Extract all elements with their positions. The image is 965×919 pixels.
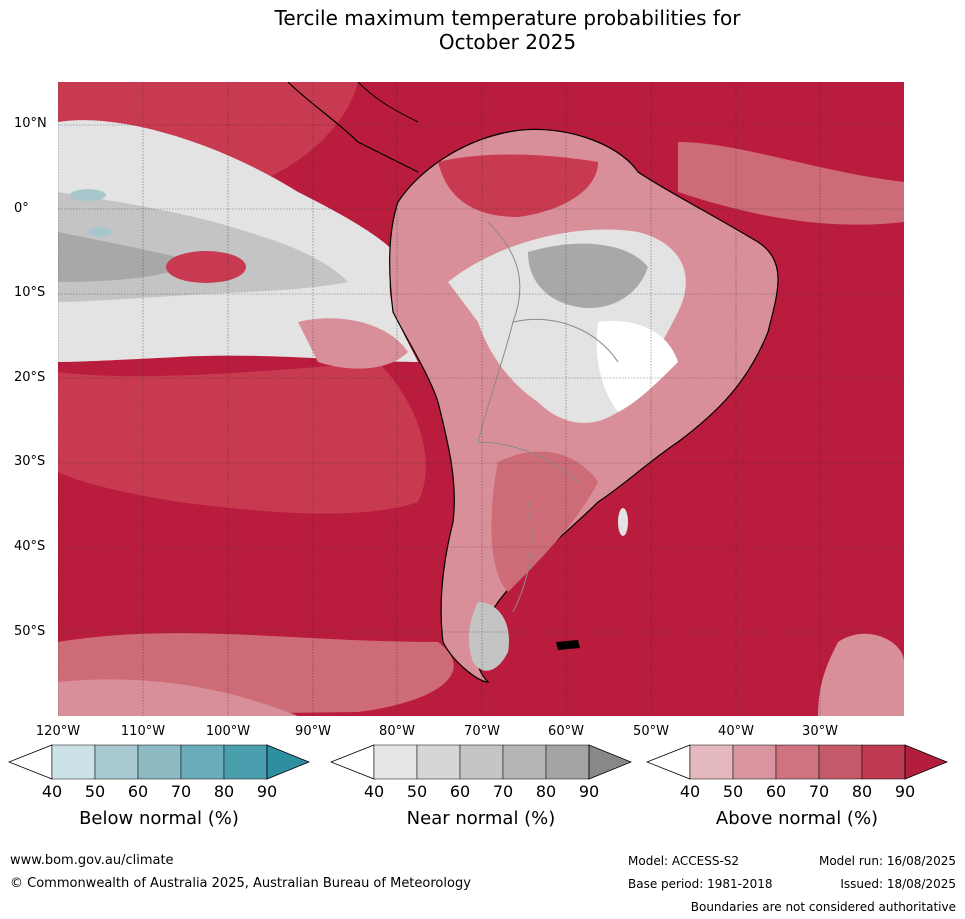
website-link[interactable]: www.bom.gov.au/climate (10, 853, 174, 868)
lat-label-40s: 40°S (14, 539, 46, 554)
lat-label-20s: 20°S (14, 370, 46, 385)
lon-label-100w: 100°W (205, 724, 251, 739)
below-normal-title: Below normal (%) (79, 808, 239, 829)
pacific-warm-patch (166, 251, 246, 283)
lon-label-90w: 90°W (295, 724, 331, 739)
model-name: Model: ACCESS-S2 (628, 854, 740, 868)
lat-label-50s: 50°S (14, 624, 46, 639)
copyright-text: © Commonwealth of Australia 2025, Austra… (10, 876, 471, 891)
lat-label-0: 0° (14, 201, 29, 216)
near-tick-40: 40 (363, 782, 385, 801)
country-borders (477, 221, 619, 613)
lon-label-110w: 110°W (120, 724, 166, 739)
base-period: Base period: 1981-2018 (628, 877, 773, 891)
brazil-equal-chance (596, 321, 678, 412)
near-tick-80: 80 (535, 782, 557, 801)
below-tick-90: 90 (256, 782, 278, 801)
map-title: Tercile maximum temperature probabilitie… (0, 6, 965, 54)
issued-date: Issued: 18/08/2025 (840, 877, 956, 891)
south-pacific-band (58, 362, 426, 514)
title-line-2: October 2025 (438, 30, 577, 54)
lon-label-50w: 50°W (633, 724, 669, 739)
lon-label-80w: 80°W (379, 724, 415, 739)
graticule (58, 82, 904, 716)
above-tick-70: 70 (808, 782, 830, 801)
below-tick-40: 40 (41, 782, 63, 801)
lon-label-120w: 120°W (35, 724, 81, 739)
model-run-date: Model run: 16/08/2025 (818, 854, 956, 868)
south-atlantic-light (818, 633, 904, 716)
near-tick-70: 70 (492, 782, 514, 801)
lon-label-70w: 70°W (464, 724, 500, 739)
pacific-near-normal-80 (58, 232, 198, 282)
lon-label-30w: 30°W (802, 724, 838, 739)
title-line-1: Tercile maximum temperature probabilitie… (274, 6, 741, 30)
northern-sa-warm (438, 154, 598, 217)
probability-map (58, 82, 904, 716)
near-tick-60: 60 (449, 782, 471, 801)
lat-label-10n: 10°N (14, 116, 47, 131)
yucatan-coast (357, 82, 419, 123)
lat-label-10s: 10°S (14, 285, 46, 300)
above-normal-title: Above normal (%) (715, 808, 879, 829)
below-tick-50: 50 (84, 782, 106, 801)
below-normal-patch-2 (88, 227, 112, 237)
patagonia-near-normal (468, 602, 509, 671)
below-tick-60: 60 (127, 782, 149, 801)
below-tick-70: 70 (170, 782, 192, 801)
central-america-coast (287, 82, 419, 173)
below-tick-80: 80 (213, 782, 235, 801)
above-tick-40: 40 (679, 782, 701, 801)
below-normal-patch-1 (70, 189, 106, 201)
southern-pacific-lighter (58, 679, 298, 716)
lat-label-30s: 30°S (14, 454, 46, 469)
equatorial-atlantic-light (678, 142, 904, 225)
near-tick-50: 50 (406, 782, 428, 801)
pacific-light-patch (298, 318, 408, 369)
southern-cone-warm (491, 451, 598, 592)
map-svg (58, 82, 904, 716)
lon-label-40w: 40°W (718, 724, 754, 739)
near-tick-90: 90 (578, 782, 600, 801)
above-tick-80: 80 (851, 782, 873, 801)
colorbar-above-normal (646, 744, 948, 780)
above-tick-90: 90 (894, 782, 916, 801)
above-tick-60: 60 (765, 782, 787, 801)
colorbar-near-normal (330, 744, 632, 780)
falkland-islands (556, 640, 580, 650)
disclaimer: Boundaries are not considered authoritat… (690, 900, 956, 914)
near-normal-title: Near normal (%) (406, 808, 556, 829)
amazon-near-normal-80 (528, 243, 648, 308)
lon-label-60w: 60°W (548, 724, 584, 739)
above-tick-50: 50 (722, 782, 744, 801)
atlantic-grey-patch (618, 508, 628, 536)
colorbar-below-normal (8, 744, 310, 780)
